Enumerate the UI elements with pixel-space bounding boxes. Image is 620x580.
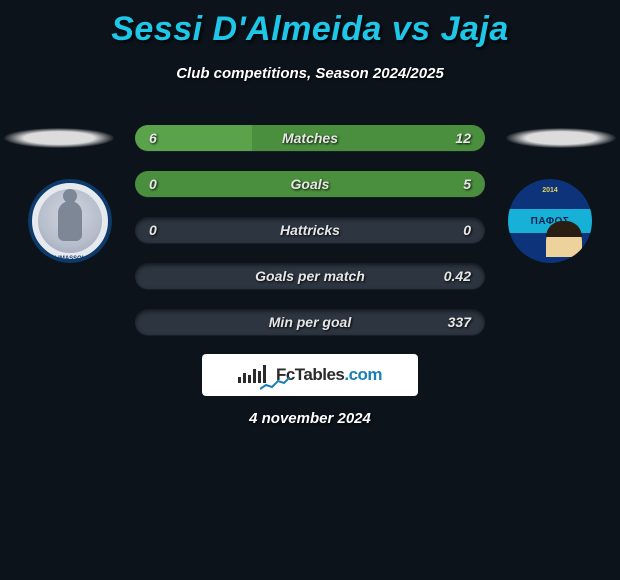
player-shadow-left <box>4 128 114 148</box>
stat-bar-row: 05Goals <box>135 171 485 197</box>
fctables-logo: FcTables.com <box>202 354 418 396</box>
stat-label: Min per goal <box>135 309 485 335</box>
club-badge-left: APOLLON F. LIMASSOL <box>28 179 112 263</box>
stat-bar-row: 337Min per goal <box>135 309 485 335</box>
badge-left-bottom-text: LIMASSOL <box>28 256 112 262</box>
player-shadow-right <box>506 128 616 148</box>
stat-bar-row: 612Matches <box>135 125 485 151</box>
subtitle: Club competitions, Season 2024/2025 <box>0 65 620 82</box>
badge-left-top-text: APOLLON F. <box>28 179 112 185</box>
snapshot-date: 4 november 2024 <box>0 410 620 427</box>
logo-trend-icon <box>260 377 290 391</box>
stat-label: Hattricks <box>135 217 485 243</box>
page-title: Sessi D'Almeida vs Jaja <box>0 0 620 49</box>
stat-label: Matches <box>135 125 485 151</box>
stat-bars: 612Matches 05Goals 00Hattricks 0.42Goals pe… <box>135 125 485 355</box>
stat-bar-row: 0.42Goals per match <box>135 263 485 289</box>
stat-label: Goals <box>135 171 485 197</box>
club-badge-right: 2014 ΠΑΦΟΣ <box>508 179 592 263</box>
badge-right-year: 2014 <box>508 187 592 194</box>
stat-bar-row: 00Hattricks <box>135 217 485 243</box>
stat-label: Goals per match <box>135 263 485 289</box>
logo-text: FcTables.com <box>276 365 382 385</box>
